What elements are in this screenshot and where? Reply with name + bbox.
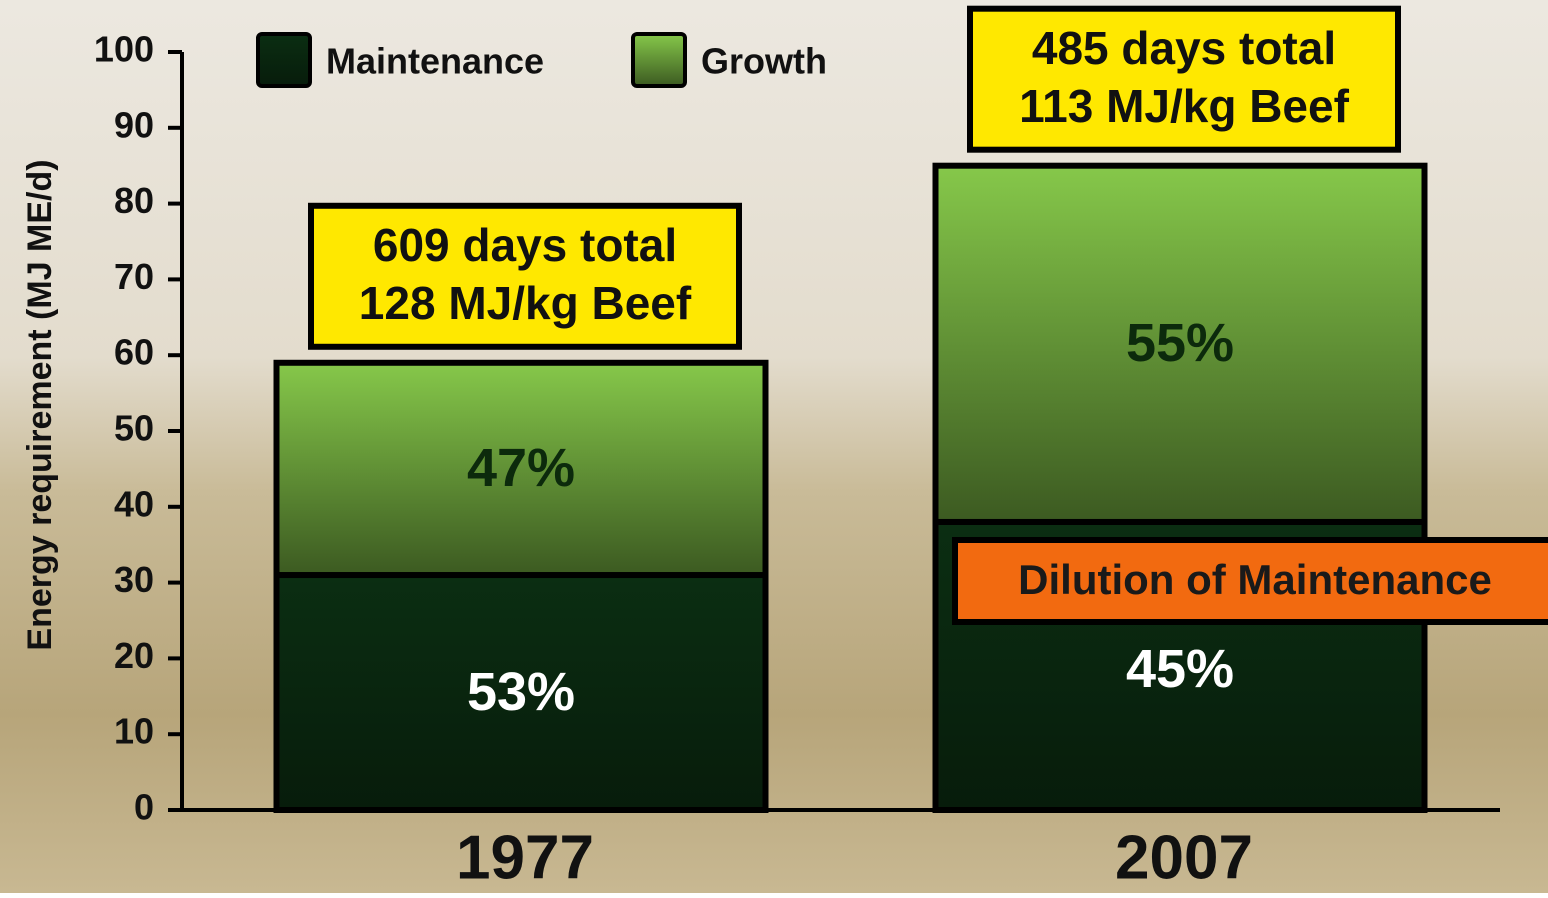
share-label: 55% bbox=[1126, 313, 1234, 373]
annotation-box bbox=[308, 202, 742, 350]
legend-label: Maintenance bbox=[326, 41, 544, 82]
x-tick-label: 1977 bbox=[456, 823, 594, 892]
share-label: 53% bbox=[467, 662, 575, 722]
callout-text: Dilution of Maintenance bbox=[1018, 556, 1492, 603]
y-tick-label: 10 bbox=[114, 711, 154, 752]
y-tick-label: 90 bbox=[114, 104, 154, 145]
y-tick-label: 40 bbox=[114, 483, 154, 524]
legend-swatch bbox=[256, 32, 312, 88]
bar-segment bbox=[273, 572, 769, 814]
annotation-text: 485 days total bbox=[1032, 22, 1336, 74]
y-tick-label: 0 bbox=[134, 787, 154, 828]
y-tick-label: 70 bbox=[114, 256, 154, 297]
y-tick-label: 30 bbox=[114, 559, 154, 600]
y-tick-label: 60 bbox=[114, 332, 154, 373]
annotation-text: 609 days total bbox=[373, 219, 677, 271]
bar-segment bbox=[273, 359, 769, 579]
bar-segment bbox=[932, 162, 1428, 525]
y-tick-label: 80 bbox=[114, 180, 154, 221]
share-label: 45% bbox=[1126, 639, 1234, 699]
annotation-text: 128 MJ/kg Beef bbox=[359, 277, 692, 329]
y-tick-label: 100 bbox=[94, 29, 154, 70]
y-axis-label: Energy requirement (MJ ME/d) bbox=[21, 159, 59, 650]
legend-swatch bbox=[631, 32, 687, 88]
y-tick-label: 50 bbox=[114, 408, 154, 449]
annotation-text: 113 MJ/kg Beef bbox=[1019, 80, 1350, 132]
legend-label: Growth bbox=[701, 41, 827, 82]
callout-box bbox=[952, 537, 1548, 625]
annotation-box bbox=[967, 5, 1401, 153]
y-tick-label: 20 bbox=[114, 635, 154, 676]
share-label: 47% bbox=[467, 438, 575, 498]
x-tick-label: 2007 bbox=[1115, 823, 1253, 892]
